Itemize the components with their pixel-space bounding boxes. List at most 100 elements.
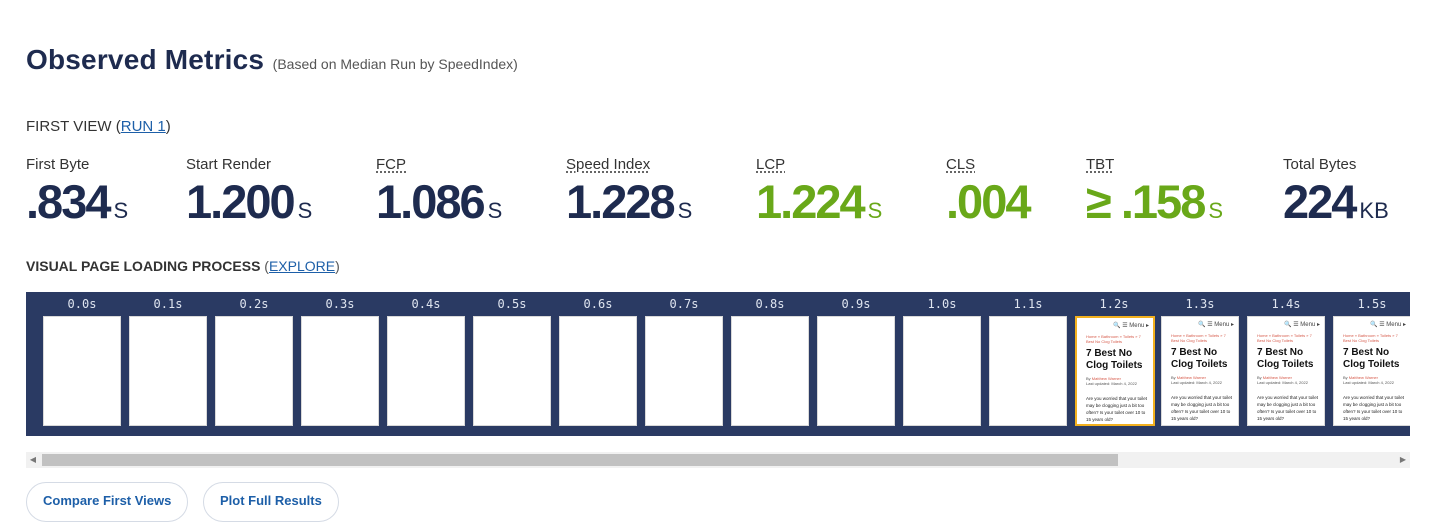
frame-thumbnail[interactable] bbox=[645, 316, 723, 426]
filmstrip-frame[interactable]: 0.0s bbox=[43, 292, 121, 426]
metric-cls: CLS .004 bbox=[946, 156, 1033, 238]
filmstrip-frame[interactable]: 0.5s bbox=[473, 292, 551, 426]
frame-thumbnail[interactable] bbox=[731, 316, 809, 426]
preview-heading: 7 Best No Clog Toilets bbox=[1086, 348, 1143, 371]
metric-unit: S bbox=[297, 198, 313, 223]
explore-link[interactable]: EXPLORE bbox=[268, 258, 336, 274]
metric-value: .004 bbox=[946, 175, 1031, 228]
frame-time: 1.0s bbox=[927, 297, 957, 311]
frame-time: 0.0s bbox=[67, 297, 97, 311]
frame-time: 0.6s bbox=[583, 297, 613, 311]
filmstrip-frame[interactable]: 1.3s 🔍 ☰ Menu ▸ Home » Bathroom » Toilets … bbox=[1161, 292, 1239, 426]
frame-thumbnail[interactable] bbox=[989, 316, 1067, 426]
filmstrip-frame[interactable]: 1.1s bbox=[989, 292, 1067, 426]
filmstrip-frame[interactable]: 0.8s bbox=[731, 292, 809, 426]
scroll-right-icon[interactable]: ▶ bbox=[1399, 455, 1407, 464]
metric-fcp: FCP 1.086 S bbox=[376, 156, 502, 238]
preview-updated: Last updated: March 4, 2022 bbox=[1257, 380, 1308, 385]
metric-label[interactable]: LCP bbox=[756, 156, 786, 173]
metric-unit: S bbox=[867, 198, 883, 223]
metric-unit: S bbox=[677, 198, 693, 223]
preview-author: Matthew Warner bbox=[1091, 376, 1121, 381]
metric-label[interactable]: FCP bbox=[376, 156, 406, 173]
frame-thumbnail[interactable] bbox=[215, 316, 293, 426]
explore-open: ( bbox=[264, 258, 269, 274]
filmstrip-frame[interactable]: 1.2s 🔍 ☰ Menu ▸ Home » Bathroom » Toilets … bbox=[1075, 292, 1155, 426]
metric-value: 1.200 bbox=[186, 175, 296, 228]
frame-thumbnail[interactable]: 🔍 ☰ Menu ▸ Home » Bathroom » Toilets » 7 … bbox=[1333, 316, 1410, 426]
visual-loading-label: VISUAL PAGE LOADING PROCESS bbox=[26, 258, 261, 274]
preview-heading: 7 Best No Clog Toilets bbox=[1257, 347, 1314, 370]
filmstrip-frame[interactable]: 1.4s 🔍 ☰ Menu ▸ Home » Bathroom » Toilets … bbox=[1247, 292, 1325, 426]
frame-time: 0.5s bbox=[497, 297, 527, 311]
preview-byline-prefix: By bbox=[1257, 375, 1262, 380]
metric-value: .834 bbox=[26, 175, 111, 228]
page-title: Observed Metrics bbox=[26, 44, 265, 75]
first-view-label: FIRST VIEW (RUN 1) bbox=[26, 118, 171, 135]
metric-label[interactable]: TBT bbox=[1086, 156, 1115, 173]
filmstrip-frame[interactable]: 1.5s 🔍 ☰ Menu ▸ Home » Bathroom » Toilets … bbox=[1333, 292, 1410, 426]
frame-time: 1.2s bbox=[1099, 297, 1129, 311]
filmstrip-frame[interactable]: 0.2s bbox=[215, 292, 293, 426]
metric-value: 1.228 bbox=[566, 175, 676, 228]
scroll-left-icon[interactable]: ◀ bbox=[29, 455, 37, 464]
metric-total-bytes: Total Bytes 224 KB bbox=[1283, 156, 1389, 238]
metrics-header: Observed Metrics (Based on Median Run by… bbox=[26, 44, 518, 76]
filmstrip[interactable]: 0.0s 0.1s 0.2s 0.3s 0.4s 0.5s 0.6s 0.7s 0.8s 0.9s… bbox=[26, 292, 1410, 436]
preview-topbar: 🔍 ☰ Menu ▸ bbox=[1370, 322, 1406, 328]
preview-excerpt: Are you worried that your toilet may be … bbox=[1171, 395, 1233, 421]
scrollbar-thumb[interactable] bbox=[42, 454, 1118, 466]
frame-thumbnail[interactable] bbox=[473, 316, 551, 426]
filmstrip-frame[interactable]: 0.3s bbox=[301, 292, 379, 426]
frame-time: 1.1s bbox=[1013, 297, 1043, 311]
metric-value: 1.086 bbox=[376, 175, 486, 228]
filmstrip-scrollbar[interactable]: ◀ ▶ bbox=[26, 452, 1410, 468]
preview-byline: By Matthew Warner Last updated: March 4, … bbox=[1257, 375, 1317, 385]
frame-time: 1.4s bbox=[1271, 297, 1301, 311]
filmstrip-frame[interactable]: 1.0s bbox=[903, 292, 981, 426]
metric-start-render: Start Render 1.200 S bbox=[186, 156, 312, 238]
filmstrip-frame[interactable]: 0.6s bbox=[559, 292, 637, 426]
filmstrip-frame[interactable]: 0.7s bbox=[645, 292, 723, 426]
frame-thumbnail[interactable]: 🔍 ☰ Menu ▸ Home » Bathroom » Toilets » 7 … bbox=[1161, 316, 1239, 426]
preview-updated: Last updated: March 4, 2022 bbox=[1086, 381, 1137, 386]
metric-first-byte: First Byte .834 S bbox=[26, 156, 128, 238]
preview-updated: Last updated: March 4, 2022 bbox=[1171, 380, 1222, 385]
filmstrip-frame[interactable]: 0.1s bbox=[129, 292, 207, 426]
preview-author: Matthew Warner bbox=[1176, 375, 1206, 380]
frame-thumbnail[interactable] bbox=[817, 316, 895, 426]
compare-first-views-button[interactable]: Compare First Views bbox=[26, 482, 189, 522]
frame-thumbnail[interactable] bbox=[559, 316, 637, 426]
frame-thumbnail[interactable] bbox=[301, 316, 379, 426]
frame-thumbnail[interactable]: 🔍 ☰ Menu ▸ Home » Bathroom » Toilets » 7 … bbox=[1075, 316, 1155, 426]
metric-label: Total Bytes bbox=[1283, 156, 1357, 173]
first-view-close: ) bbox=[165, 118, 171, 135]
run-1-link[interactable]: RUN 1 bbox=[120, 118, 166, 135]
frame-thumbnail[interactable] bbox=[43, 316, 121, 426]
preview-heading: 7 Best No Clog Toilets bbox=[1171, 347, 1228, 370]
preview-excerpt: Are you worried that your toilet may be … bbox=[1343, 395, 1405, 421]
metric-label[interactable]: CLS bbox=[946, 156, 976, 173]
metric-unit: KB bbox=[1359, 198, 1389, 223]
plot-full-results-button[interactable]: Plot Full Results bbox=[203, 482, 339, 522]
frame-thumbnail[interactable] bbox=[387, 316, 465, 426]
metric-value: ≥ .158 bbox=[1086, 175, 1206, 228]
preview-updated: Last updated: March 4, 2022 bbox=[1343, 380, 1394, 385]
preview-excerpt: Are you worried that your toilet may be … bbox=[1257, 395, 1319, 421]
frame-thumbnail[interactable] bbox=[903, 316, 981, 426]
metric-unit: S bbox=[487, 198, 503, 223]
preview-breadcrumb: Home » Bathroom » Toilets » 7 Best No Cl… bbox=[1086, 334, 1141, 344]
frame-time: 1.3s bbox=[1185, 297, 1215, 311]
metric-label[interactable]: Speed Index bbox=[566, 156, 651, 173]
filmstrip-frame[interactable]: 0.9s bbox=[817, 292, 895, 426]
frame-thumbnail[interactable] bbox=[129, 316, 207, 426]
frame-thumbnail[interactable]: 🔍 ☰ Menu ▸ Home » Bathroom » Toilets » 7 … bbox=[1247, 316, 1325, 426]
preview-author: Matthew Warner bbox=[1262, 375, 1292, 380]
filmstrip-frame[interactable]: 0.4s bbox=[387, 292, 465, 426]
metric-value: 1.224 bbox=[756, 175, 866, 228]
first-view-text: FIRST VIEW ( bbox=[26, 118, 121, 135]
preview-topbar: 🔍 ☰ Menu ▸ bbox=[1113, 323, 1149, 329]
preview-byline-prefix: By bbox=[1343, 375, 1348, 380]
frame-time: 0.3s bbox=[325, 297, 355, 311]
preview-breadcrumb: Home » Bathroom » Toilets » 7 Best No Cl… bbox=[1343, 333, 1398, 343]
